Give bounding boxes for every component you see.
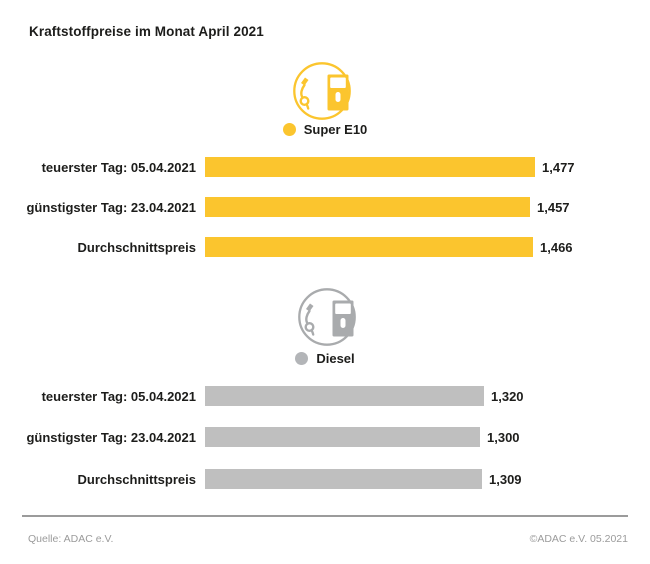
bar-row: teuerster Tag: 05.04.2021 1,320 [0, 386, 650, 406]
bar-row: teuerster Tag: 05.04.2021 1,477 [0, 157, 650, 177]
fuel-pump-icon [297, 287, 357, 347]
bar-value: 1,320 [491, 388, 524, 404]
bar-label: Durchschnittspreis [77, 239, 196, 255]
bar-row: Durchschnittspreis 1,309 [0, 469, 650, 489]
copyright-note: ©ADAC e.V. 05.2021 [529, 533, 628, 545]
fuel-pump-icon-svg [293, 62, 351, 120]
legend-super-e10: Super E10 [0, 122, 650, 137]
bar-value: 1,477 [542, 159, 575, 175]
bar-label: günstigster Tag: 23.04.2021 [26, 199, 196, 215]
bar [205, 386, 484, 406]
bar-row: Durchschnittspreis 1,466 [0, 237, 650, 257]
legend-dot [282, 123, 296, 136]
bar [205, 237, 533, 257]
footer-divider [22, 515, 628, 517]
bar [205, 197, 530, 217]
chart-title: Kraftstoffpreise im Monat April 2021 [29, 24, 264, 39]
legend-dot [295, 352, 309, 365]
bar-row: günstigster Tag: 23.04.2021 1,300 [0, 427, 650, 447]
bar-value: 1,309 [489, 471, 522, 487]
bar [205, 427, 480, 447]
legend-diesel: Diesel [0, 351, 650, 366]
fuel-pump-icon-svg [298, 288, 356, 346]
bar [205, 469, 482, 489]
fuel-pump-icon [292, 61, 352, 121]
bar [205, 157, 535, 177]
bar-label: Durchschnittspreis [77, 471, 196, 487]
bar-label: teuerster Tag: 05.04.2021 [41, 388, 196, 404]
bar-value: 1,300 [487, 429, 520, 445]
bar-label: teuerster Tag: 05.04.2021 [41, 159, 196, 175]
bar-value: 1,457 [537, 199, 570, 215]
legend-label: Diesel [316, 351, 355, 366]
bar-row: günstigster Tag: 23.04.2021 1,457 [0, 197, 650, 217]
legend-label: Super E10 [303, 122, 368, 137]
bar-value: 1,466 [540, 239, 573, 255]
source-credit: Quelle: ADAC e.V. [28, 533, 114, 545]
bar-label: günstigster Tag: 23.04.2021 [26, 429, 196, 445]
